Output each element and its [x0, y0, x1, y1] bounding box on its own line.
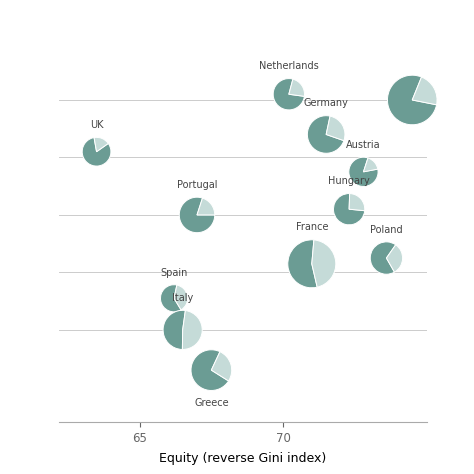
Wedge shape [326, 116, 345, 141]
Wedge shape [289, 79, 304, 96]
Text: Austria: Austria [346, 140, 381, 150]
Wedge shape [412, 77, 437, 105]
Wedge shape [161, 285, 181, 312]
Text: Netherlands: Netherlands [259, 61, 319, 71]
Wedge shape [179, 197, 215, 233]
Wedge shape [333, 193, 365, 225]
Text: France: France [296, 222, 328, 232]
Text: Greece: Greece [194, 398, 228, 408]
Wedge shape [82, 137, 111, 166]
Wedge shape [191, 350, 228, 391]
Wedge shape [163, 310, 185, 349]
Wedge shape [364, 158, 378, 172]
Text: UK: UK [90, 120, 103, 130]
Wedge shape [387, 75, 437, 125]
Wedge shape [273, 79, 304, 110]
Text: Hungary: Hungary [328, 176, 370, 186]
Wedge shape [174, 285, 188, 310]
Text: Italy: Italy [172, 292, 193, 303]
X-axis label: Equity (reverse Gini index): Equity (reverse Gini index) [159, 452, 327, 465]
Wedge shape [349, 193, 365, 211]
Wedge shape [211, 352, 232, 381]
Wedge shape [312, 240, 336, 287]
Wedge shape [370, 242, 396, 274]
Text: Portugal: Portugal [177, 180, 217, 190]
Text: Poland: Poland [370, 225, 403, 235]
Text: Spain: Spain [160, 268, 188, 278]
Wedge shape [94, 137, 108, 152]
Wedge shape [182, 310, 202, 349]
Wedge shape [307, 116, 344, 153]
Wedge shape [386, 245, 402, 272]
Wedge shape [349, 157, 378, 186]
Text: Germany: Germany [304, 98, 348, 108]
Wedge shape [288, 240, 317, 288]
Wedge shape [197, 198, 215, 215]
